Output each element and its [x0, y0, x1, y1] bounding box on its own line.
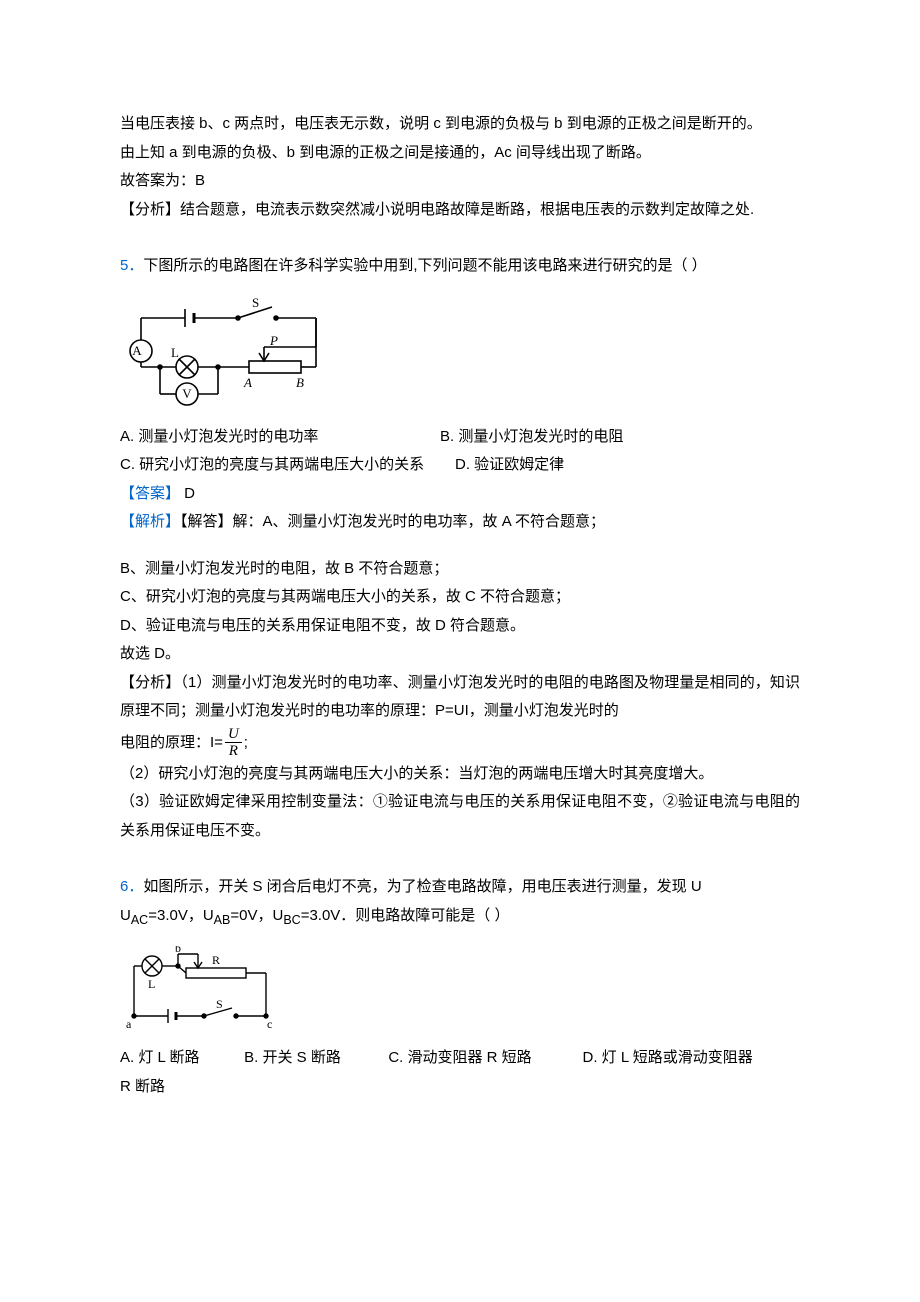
- label-p: P: [269, 333, 278, 348]
- intro-p3: 故答案为：B: [120, 167, 800, 196]
- answer-label: 【答案】: [120, 485, 180, 502]
- q5-ana3: （3）验证欧姆定律采用控制变量法：①验证电流与电压的关系用保证电阻不变，②验证电…: [120, 788, 800, 845]
- label-a2: A: [243, 375, 252, 390]
- q6-label-r: R: [212, 953, 220, 967]
- analysis-text: 结合题意，电流表示数突然减小说明电路故障是断路，根据电压表的示数判定故障之处.: [180, 201, 754, 218]
- q5-optD: D. 验证欧姆定律: [455, 451, 564, 480]
- q5-explain-b: B、测量小灯泡发光时的电阻，故 B 不符合题意；: [120, 555, 800, 584]
- q6-circuit-diagram: L R S a b c: [120, 946, 800, 1034]
- sub-ab: AB: [214, 913, 231, 927]
- explain-label: 【解析】: [120, 513, 180, 530]
- q5-optB: B. 测量小灯泡发光时的电阻: [440, 423, 623, 452]
- q6-optB: B. 开关 S 断路: [244, 1044, 384, 1073]
- q5-stem: 下图所示的电路图在许多科学实验中用到,下列问题不能用该电路来进行研究的是（ ）: [143, 257, 706, 274]
- q5-optC: C. 研究小灯泡的亮度与其两端电压大小的关系: [120, 451, 455, 480]
- sub-bc: BC: [283, 913, 300, 927]
- frac-prefix: 电阻的原理：I=: [120, 733, 223, 750]
- label-voltmeter: V: [182, 386, 192, 401]
- q5-explain-end: 故选 D。: [120, 640, 800, 669]
- label-b: B: [296, 375, 304, 390]
- label-ammeter: A: [132, 343, 142, 358]
- q6-optD-1: D. 灯 L 短路或滑动变阻器: [583, 1049, 753, 1066]
- q5-options-row2: C. 研究小灯泡的亮度与其两端电压大小的关系 D. 验证欧姆定律: [120, 451, 800, 480]
- q5-explain-a: 【解答】解：A、测量小灯泡发光时的电功率，故 A 不符合题意；: [180, 513, 605, 530]
- q6-s2a: =3.0V，U: [148, 907, 213, 924]
- label-s: S: [252, 295, 259, 310]
- q6-optC: C. 滑动变阻器 R 短路: [388, 1044, 578, 1073]
- fraction: UR: [225, 726, 242, 760]
- q6-number: 6．: [120, 878, 143, 895]
- q5-ana1: 【分析】（1）测量小灯泡发光时的电功率、测量小灯泡发光时的电阻的电路图及物理量是…: [120, 669, 800, 726]
- sub-ac: AC: [131, 913, 148, 927]
- q5-answer: D: [180, 485, 195, 502]
- q6-label-c: c: [267, 1017, 272, 1031]
- q5-explain-head: 【解析】【解答】解：A、测量小灯泡发光时的电功率，故 A 不符合题意；: [120, 508, 800, 537]
- q6-options-line: A. 灯 L 断路 B. 开关 S 断路 C. 滑动变阻器 R 短路 D. 灯 …: [120, 1044, 800, 1073]
- q6-label-a: a: [126, 1017, 132, 1031]
- q6-optD-2: R 断路: [120, 1073, 800, 1102]
- q6-stem-line: 6．如图所示，开关 S 闭合后电灯不亮，为了检查电路故障，用电压表进行测量，发现…: [120, 873, 800, 902]
- q6-stem: 如图所示，开关 S 闭合后电灯不亮，为了检查电路故障，用电压表进行测量，发现 U: [143, 878, 701, 895]
- analysis-label: 【分析】: [120, 201, 180, 218]
- q5-explain-d: D、验证电流与电压的关系用保证电阻不变，故 D 符合题意。: [120, 612, 800, 641]
- q5-ana-frac-line: 电阻的原理：I=UR;: [120, 726, 800, 760]
- q5-optA: A. 测量小灯泡发光时的电功率: [120, 423, 440, 452]
- frac-num: U: [225, 726, 242, 744]
- q6-s2c: =3.0V．则电路故障可能是（ ）: [301, 907, 510, 924]
- ana-label: 【分析】: [120, 674, 180, 691]
- frac-den: R: [225, 743, 242, 760]
- intro-p2: 由上知 a 到电源的负极、b 到电源的正极之间是接通的，Ac 间导线出现了断路。: [120, 139, 800, 168]
- q6-label-l: L: [148, 977, 155, 991]
- q5-ana1-text: （1）测量小灯泡发光时的电功率、测量小灯泡发光时的电阻的电路图及物理量是相同的，…: [120, 674, 800, 720]
- q5-stem-line: 5．下图所示的电路图在许多科学实验中用到,下列问题不能用该电路来进行研究的是（ …: [120, 252, 800, 281]
- q6-label-s: S: [216, 997, 223, 1011]
- q6-optA: A. 灯 L 断路: [120, 1044, 240, 1073]
- q5-options-row1: A. 测量小灯泡发光时的电功率 B. 测量小灯泡发光时的电阻: [120, 423, 800, 452]
- q5-answer-line: 【答案】 D: [120, 480, 800, 509]
- q5-number: 5．: [120, 257, 143, 274]
- q5-circuit-diagram: S A V L P A B: [120, 295, 800, 413]
- q5-ana2: （2）研究小灯泡的亮度与其两端电压大小的关系：当灯泡的两端电压增大时其亮度增大。: [120, 760, 800, 789]
- intro-analysis: 【分析】结合题意，电流表示数突然减小说明电路故障是断路，根据电压表的示数判定故障…: [120, 196, 800, 225]
- frac-suffix: ;: [244, 733, 248, 750]
- label-l: L: [171, 345, 179, 360]
- q6-stem-line2: UAC=3.0V，UAB=0V，UBC=3.0V．则电路故障可能是（ ）: [120, 902, 800, 933]
- q6-s2b: =0V，U: [230, 907, 283, 924]
- q6-label-b: b: [175, 946, 181, 955]
- q5-explain-c: C、研究小灯泡的亮度与其两端电压大小的关系，故 C 不符合题意；: [120, 583, 800, 612]
- intro-p1: 当电压表接 b、c 两点时，电压表无示数，说明 c 到电源的负极与 b 到电源的…: [120, 110, 800, 139]
